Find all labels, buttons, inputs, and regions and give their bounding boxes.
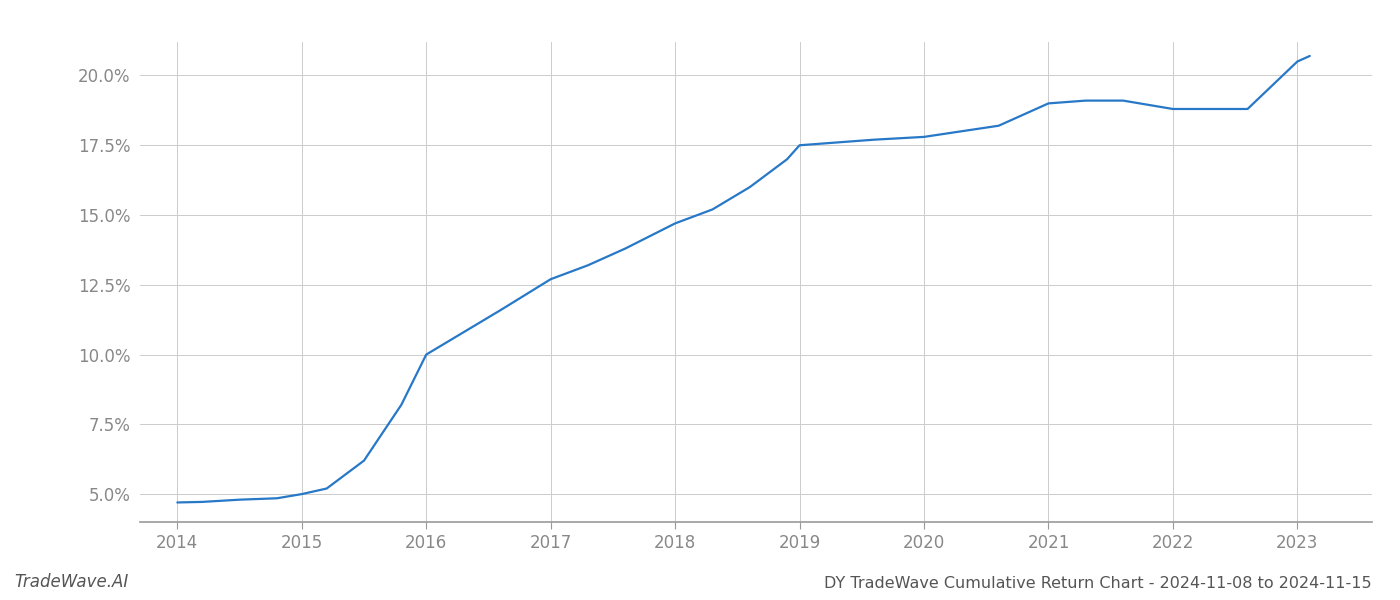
Text: TradeWave.AI: TradeWave.AI — [14, 573, 129, 591]
Text: DY TradeWave Cumulative Return Chart - 2024-11-08 to 2024-11-15: DY TradeWave Cumulative Return Chart - 2… — [825, 576, 1372, 591]
